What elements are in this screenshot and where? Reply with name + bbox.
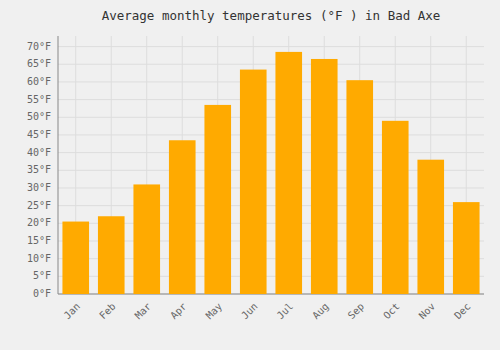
y-tick-label: 40°F xyxy=(27,147,51,158)
x-tick-label: Mar xyxy=(133,301,154,322)
x-tick-label: Feb xyxy=(97,301,118,322)
y-tick-label: 15°F xyxy=(27,235,51,246)
x-tick-label: Nov xyxy=(417,301,438,322)
y-tick-label: 30°F xyxy=(27,182,51,193)
bar xyxy=(62,222,89,294)
title: Average monthly temperatures (°F ) in Ba… xyxy=(102,8,441,23)
x-tick-label: Aug xyxy=(310,301,331,322)
bar xyxy=(417,160,444,294)
y-tick-label: 20°F xyxy=(27,217,51,228)
axes: 0°F 5°F 10°F 15°F 20°F 25°F 30°F 35°F 40°F 45°F 50… xyxy=(27,36,484,321)
y-tick-label: 0°F xyxy=(33,288,51,299)
y-grid-line xyxy=(58,81,484,82)
y-grid-line xyxy=(58,46,484,47)
y-grid-line xyxy=(58,152,484,153)
x-tick-label: Jul xyxy=(275,301,296,322)
bar xyxy=(346,80,373,294)
x-tick-label: Apr xyxy=(168,301,189,322)
y-tick-label: 5°F xyxy=(33,270,51,281)
background xyxy=(0,0,500,350)
x-tick-label: Jan xyxy=(62,301,83,322)
chart-svg: 0°F 5°F 10°F 15°F 20°F 25°F 30°F 35°F 40°F 45°F 50… xyxy=(0,0,500,350)
bars xyxy=(62,52,479,294)
y-axis-line xyxy=(58,36,59,294)
y-tick-label: 70°F xyxy=(27,41,51,52)
grid xyxy=(58,36,484,294)
y-tick-label: 25°F xyxy=(27,200,51,211)
x-tick-label: May xyxy=(204,301,225,322)
y-grid-line xyxy=(58,134,484,135)
bar xyxy=(133,184,160,294)
bar xyxy=(169,140,196,294)
y-tick-label: 35°F xyxy=(27,164,51,175)
x-tick-label: Jun xyxy=(239,301,260,322)
bar xyxy=(204,105,231,294)
y-grid-line xyxy=(58,64,484,65)
bar xyxy=(382,121,409,294)
bar xyxy=(311,59,338,294)
y-tick-label: 55°F xyxy=(27,94,51,105)
x-tick-label: Dec xyxy=(452,301,473,322)
x-tick-label: Sep xyxy=(346,301,367,322)
y-tick-label: 60°F xyxy=(27,76,51,87)
x-tick-label: Oct xyxy=(381,301,402,322)
bar xyxy=(240,70,267,294)
y-tick-label: 50°F xyxy=(27,111,51,122)
chart-container: 0°F 5°F 10°F 15°F 20°F 25°F 30°F 35°F 40°F 45°F 50… xyxy=(0,0,500,350)
bar xyxy=(453,202,480,294)
y-grid-line xyxy=(58,117,484,118)
y-grid-line xyxy=(58,99,484,100)
page: {"chart_data": {"type": "bar", "title": … xyxy=(0,0,500,350)
y-tick-label: 65°F xyxy=(27,58,51,69)
y-tick-label: 45°F xyxy=(27,129,51,140)
bar xyxy=(98,216,125,294)
bar xyxy=(275,52,302,294)
y-tick-label: 10°F xyxy=(27,253,51,264)
